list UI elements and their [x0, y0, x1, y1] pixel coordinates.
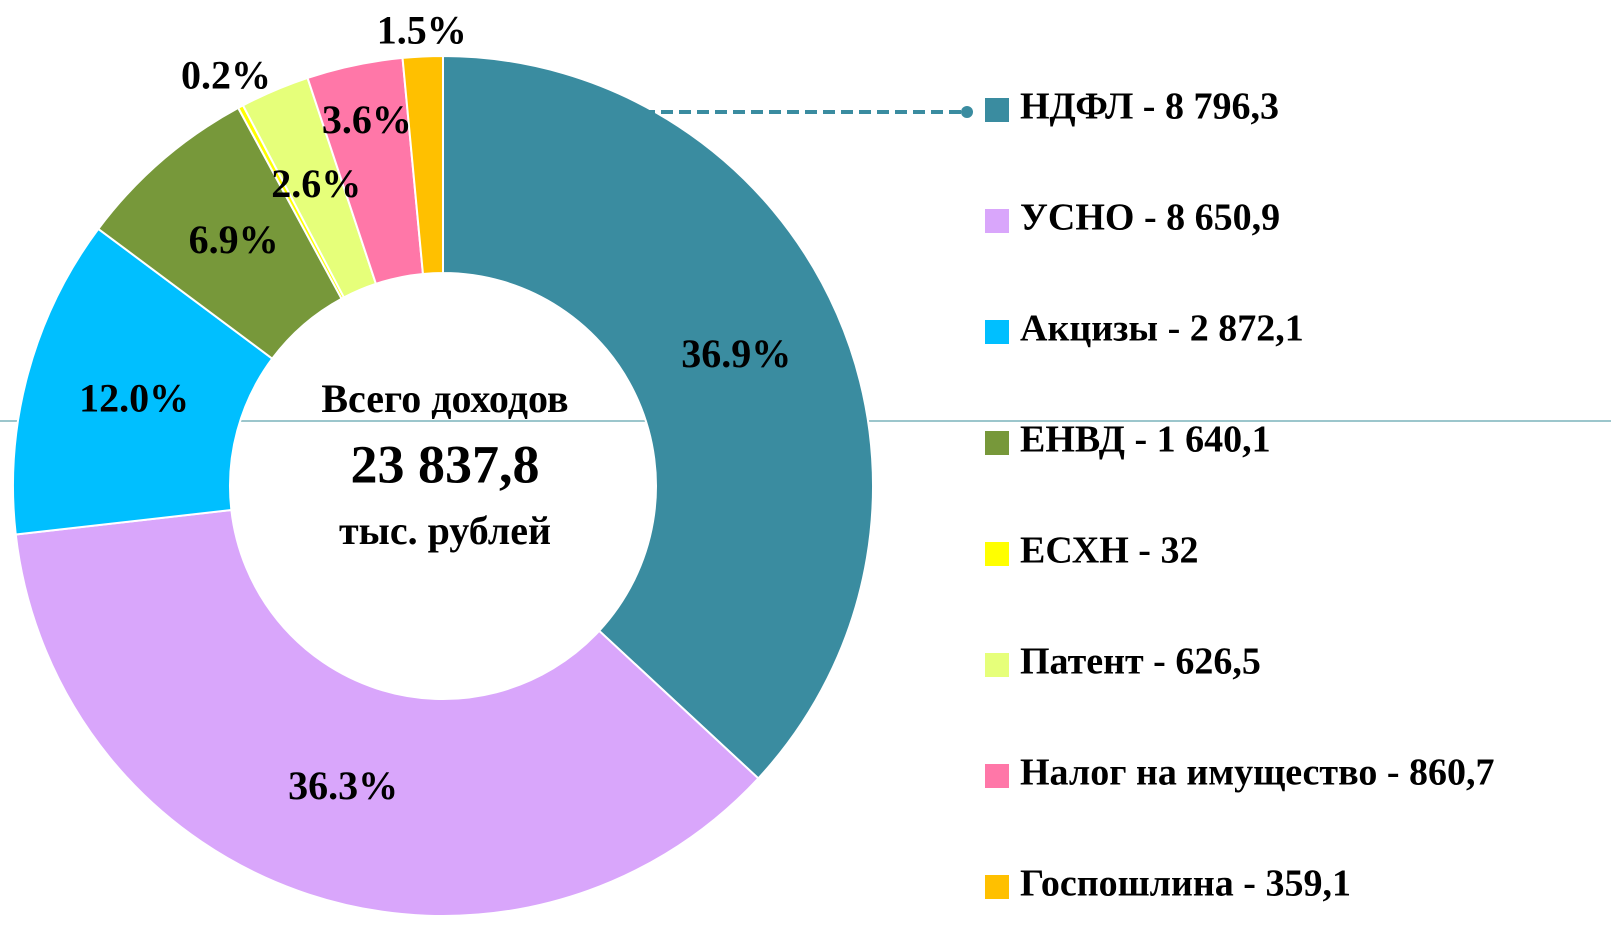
legend-swatch	[985, 209, 1009, 233]
center-total: 23 837,8	[351, 434, 540, 494]
legend-label: Налог на имущество - 860,7	[1020, 752, 1495, 794]
legend-swatch	[985, 875, 1009, 899]
leader-dot	[961, 106, 973, 118]
slice	[401, 54, 444, 276]
slice	[442, 54, 874, 780]
data-label: 1.5%	[377, 8, 467, 53]
legend-label: УСНО - 8 650,9	[1020, 197, 1280, 239]
data-label: 36.9%	[681, 331, 791, 376]
legend-swatch	[985, 320, 1009, 344]
legend-swatch	[985, 542, 1009, 566]
legend-label: НДФЛ - 8 796,3	[1020, 86, 1279, 128]
data-label: 3.6%	[322, 97, 412, 142]
donut	[12, 54, 874, 917]
legend-label: Патент - 626,5	[1020, 641, 1261, 683]
data-label: 2.6%	[271, 161, 361, 206]
legend-label: Госпошлина - 359,1	[1020, 863, 1351, 905]
data-label: 0.2%	[181, 52, 271, 97]
legend-label: Акцизы - 2 872,1	[1020, 308, 1304, 350]
legend-swatch	[985, 764, 1009, 788]
legend-swatch	[985, 653, 1009, 677]
legend-label: ЕНВД - 1 640,1	[1020, 419, 1271, 461]
legend-swatch	[985, 98, 1009, 122]
data-label: 12.0%	[79, 376, 189, 421]
data-label: 36.3%	[288, 763, 398, 808]
legend-swatch	[985, 431, 1009, 455]
data-label: 6.9%	[189, 217, 279, 262]
center-label: Всего доходов	[321, 376, 568, 421]
slice	[14, 508, 760, 917]
center-unit: тыс. рублей	[339, 508, 551, 553]
legend-label: ЕСХН - 32	[1020, 530, 1198, 572]
slice	[12, 227, 274, 536]
